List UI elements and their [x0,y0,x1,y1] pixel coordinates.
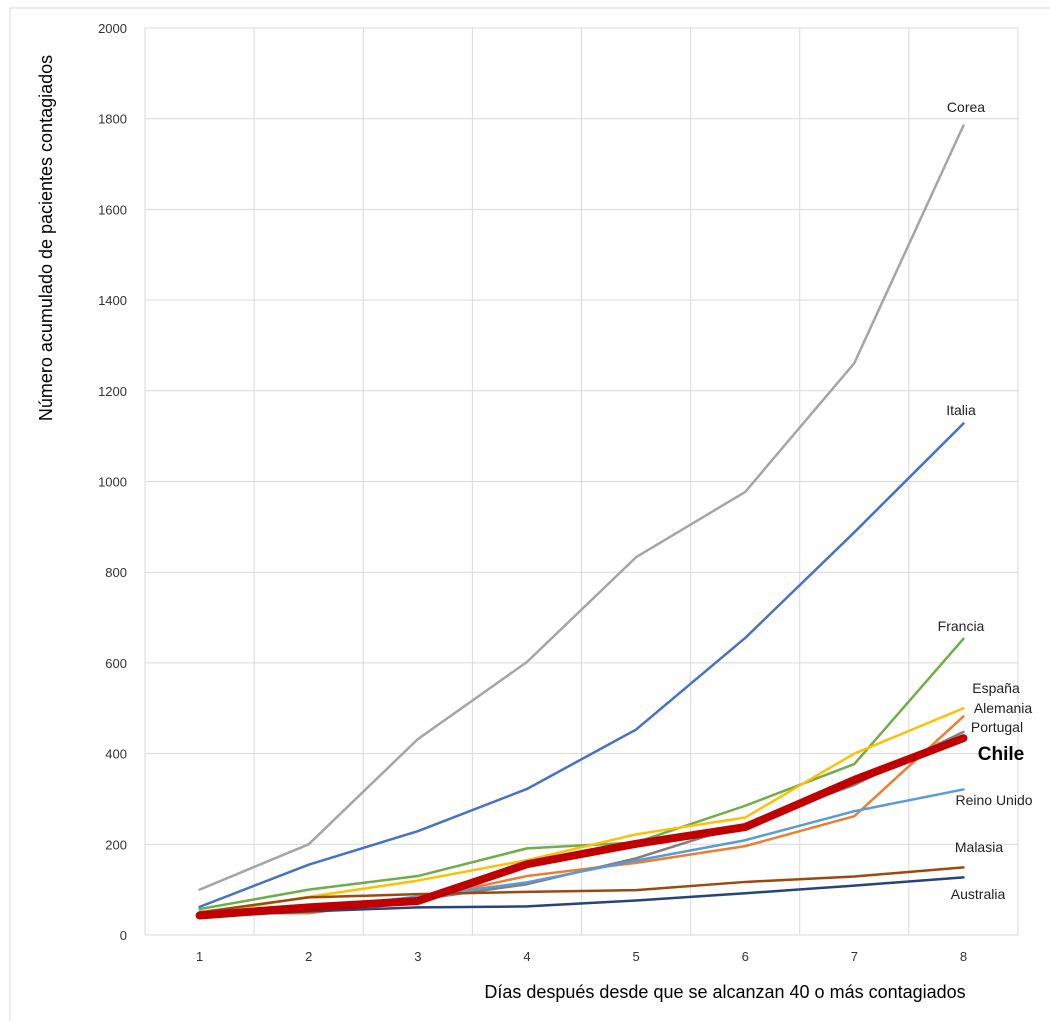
series-line-francia [198,637,965,911]
series-label: Malasia [955,839,1003,855]
y-axis-title: Número acumulado de pacientes contagiado… [36,55,56,421]
series-label: Portugal [971,719,1023,735]
x-tick-label: 4 [523,949,530,964]
x-tick-label: 5 [632,949,639,964]
y-tick-label: 1600 [98,202,127,217]
y-tick-label: 400 [105,747,127,762]
axis-ticks: 0 200 400 600 800 1000 1200 1400 1600 1800 2000 1 2 3… [98,21,967,964]
series-label: Alemania [974,700,1033,716]
x-tick-label: 1 [196,949,203,964]
y-tick-label: 0 [120,928,127,943]
x-tick-label: 3 [414,949,421,964]
series-label: Corea [947,99,985,115]
y-tick-label: 1400 [98,293,127,308]
x-tick-label: 6 [742,949,749,964]
series-line-italia [198,422,965,909]
series-line-chile [195,734,968,920]
series-label: España [972,680,1020,696]
series-label: Australia [951,886,1006,902]
y-tick-label: 1000 [98,475,127,490]
y-tick-label: 2000 [98,21,127,36]
y-tick-label: 800 [105,565,127,580]
x-axis-title: Días después desde que se alcanzan 40 o … [484,982,965,1002]
series-line-malasia [198,866,965,914]
x-tick-label: 7 [851,949,858,964]
series-label: Chile [978,744,1024,765]
y-tick-label: 600 [105,656,127,671]
series-lines [195,124,968,920]
series-label: Reino Unido [955,792,1032,808]
series-line-corea [198,124,965,891]
x-tick-label: 8 [960,949,967,964]
y-tick-label: 200 [105,837,127,852]
series-label: Italia [946,402,976,418]
series-labels: Corea Italia Francia España Alemania Portugal… [938,99,1033,902]
series-line-espana [198,707,965,916]
series-line-australia [198,876,965,919]
y-tick-label: 1800 [98,112,127,127]
gridlines [144,27,1019,936]
x-tick-label: 2 [305,949,312,964]
y-tick-label: 1200 [98,384,127,399]
series-label: Francia [938,618,985,634]
